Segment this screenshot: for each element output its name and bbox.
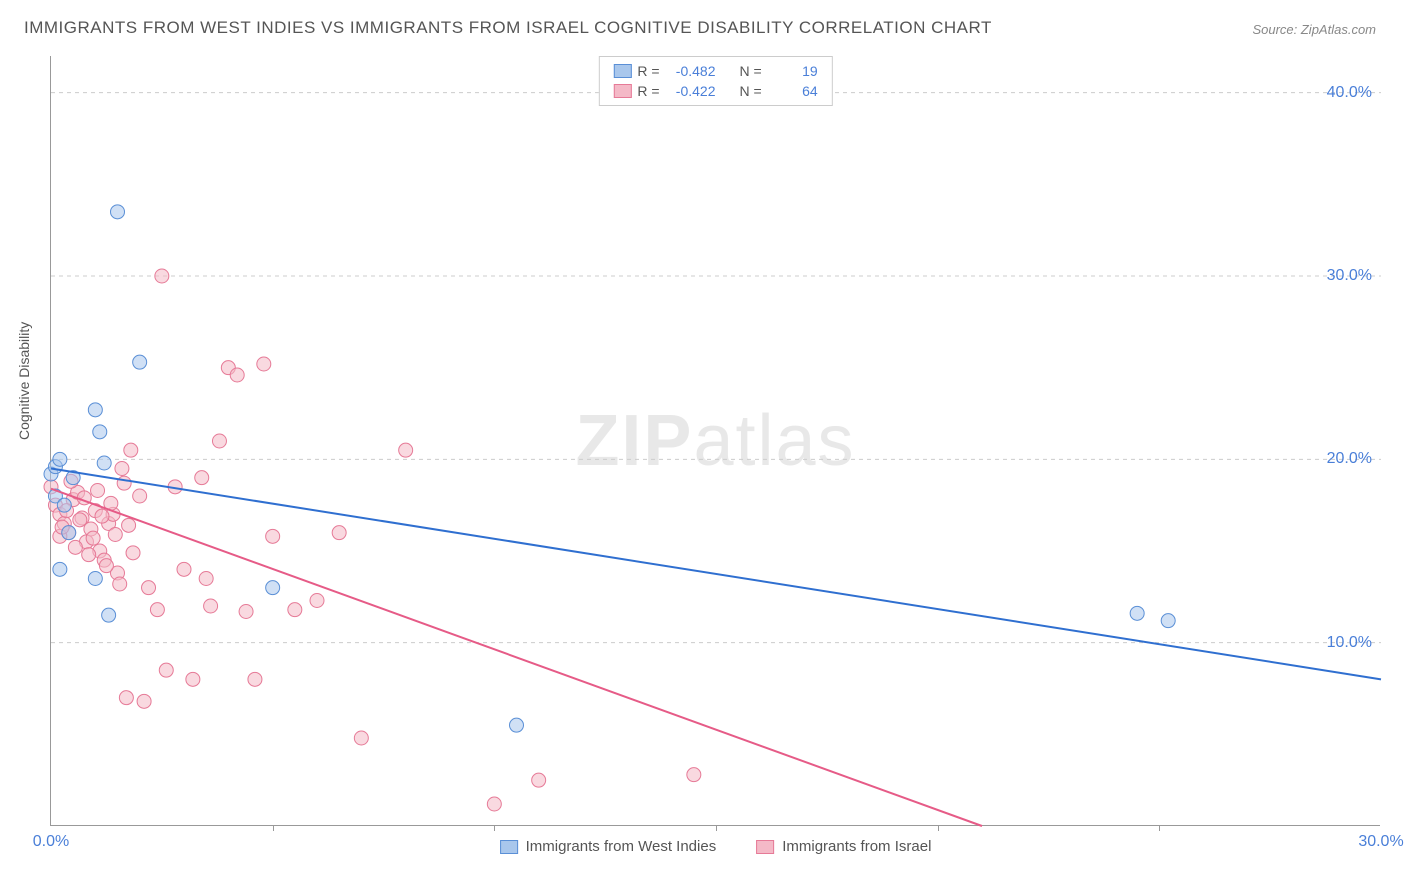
legend-label-series2: Immigrants from Israel	[782, 838, 931, 855]
scatter-point	[133, 355, 147, 369]
source-attribution: Source: ZipAtlas.com	[1252, 22, 1376, 37]
scatter-point	[177, 562, 191, 576]
scatter-point	[204, 599, 218, 613]
scatter-point	[1130, 606, 1144, 620]
scatter-point	[199, 572, 213, 586]
y-tick-label: 40.0%	[1327, 84, 1372, 102]
r-label: R =	[637, 83, 659, 99]
scatter-point	[111, 205, 125, 219]
scatter-point	[57, 498, 71, 512]
plot-area: ZIPatlas R = -0.482 N = 19 R = -0.422 N …	[50, 56, 1380, 826]
chart-title: IMMIGRANTS FROM WEST INDIES VS IMMIGRANT…	[24, 18, 992, 38]
scatter-point	[113, 577, 127, 591]
scatter-point	[91, 484, 105, 498]
scatter-point	[99, 559, 113, 573]
x-tick-label: 30.0%	[1358, 833, 1403, 851]
swatch-series1-bottom	[500, 840, 518, 854]
trend-line	[51, 469, 1381, 680]
scatter-point	[95, 509, 109, 523]
legend-item-series2: Immigrants from Israel	[756, 838, 931, 855]
scatter-point	[82, 548, 96, 562]
scatter-point	[487, 797, 501, 811]
scatter-point	[122, 518, 136, 532]
scatter-point	[212, 434, 226, 448]
series-legend: Immigrants from West Indies Immigrants f…	[500, 838, 932, 855]
scatter-point	[687, 768, 701, 782]
scatter-point	[73, 513, 87, 527]
r-value-series1: -0.482	[666, 63, 716, 79]
scatter-point	[102, 608, 116, 622]
scatter-point	[257, 357, 271, 371]
scatter-point	[93, 425, 107, 439]
swatch-series1	[613, 64, 631, 78]
scatter-point	[117, 476, 131, 490]
y-tick-label: 20.0%	[1327, 450, 1372, 468]
scatter-point	[137, 694, 151, 708]
scatter-point	[266, 529, 280, 543]
correlation-legend: R = -0.482 N = 19 R = -0.422 N = 64	[598, 56, 832, 106]
scatter-point	[248, 672, 262, 686]
swatch-series2-bottom	[756, 840, 774, 854]
x-tick-label: 0.0%	[33, 833, 69, 851]
y-axis-label: Cognitive Disability	[16, 322, 32, 440]
scatter-point	[159, 663, 173, 677]
y-tick-label: 30.0%	[1327, 267, 1372, 285]
scatter-point	[266, 581, 280, 595]
scatter-point	[186, 672, 200, 686]
scatter-point	[88, 403, 102, 417]
scatter-point	[399, 443, 413, 457]
scatter-point	[195, 471, 209, 485]
scatter-point	[126, 546, 140, 560]
scatter-point	[332, 526, 346, 540]
legend-label-series1: Immigrants from West Indies	[526, 838, 717, 855]
r-value-series2: -0.422	[666, 83, 716, 99]
swatch-series2	[613, 84, 631, 98]
x-tick-mark	[1159, 825, 1160, 831]
y-tick-label: 10.0%	[1327, 634, 1372, 652]
legend-row-series2: R = -0.422 N = 64	[613, 81, 817, 101]
scatter-point	[108, 528, 122, 542]
scatter-point	[124, 443, 138, 457]
x-tick-mark	[716, 825, 717, 831]
scatter-point	[68, 540, 82, 554]
scatter-point	[115, 462, 129, 476]
x-tick-mark	[494, 825, 495, 831]
n-value-series2: 64	[768, 83, 818, 99]
n-label: N =	[740, 63, 762, 79]
x-tick-mark	[273, 825, 274, 831]
trend-line	[51, 489, 982, 826]
scatter-point	[239, 605, 253, 619]
scatter-point	[354, 731, 368, 745]
scatter-point	[88, 572, 102, 586]
scatter-point	[230, 368, 244, 382]
scatter-point	[86, 531, 100, 545]
scatter-point	[532, 773, 546, 787]
scatter-point	[119, 691, 133, 705]
scatter-point	[288, 603, 302, 617]
scatter-point	[510, 718, 524, 732]
scatter-point	[133, 489, 147, 503]
chart-svg	[51, 56, 1380, 825]
x-tick-mark	[938, 825, 939, 831]
scatter-point	[155, 269, 169, 283]
scatter-point	[150, 603, 164, 617]
n-label: N =	[740, 83, 762, 99]
scatter-point	[53, 562, 67, 576]
scatter-point	[97, 456, 111, 470]
scatter-point	[310, 594, 324, 608]
scatter-point	[1161, 614, 1175, 628]
legend-item-series1: Immigrants from West Indies	[500, 838, 717, 855]
scatter-point	[53, 452, 67, 466]
scatter-point	[142, 581, 156, 595]
r-label: R =	[637, 63, 659, 79]
legend-row-series1: R = -0.482 N = 19	[613, 61, 817, 81]
n-value-series1: 19	[768, 63, 818, 79]
scatter-point	[62, 526, 76, 540]
